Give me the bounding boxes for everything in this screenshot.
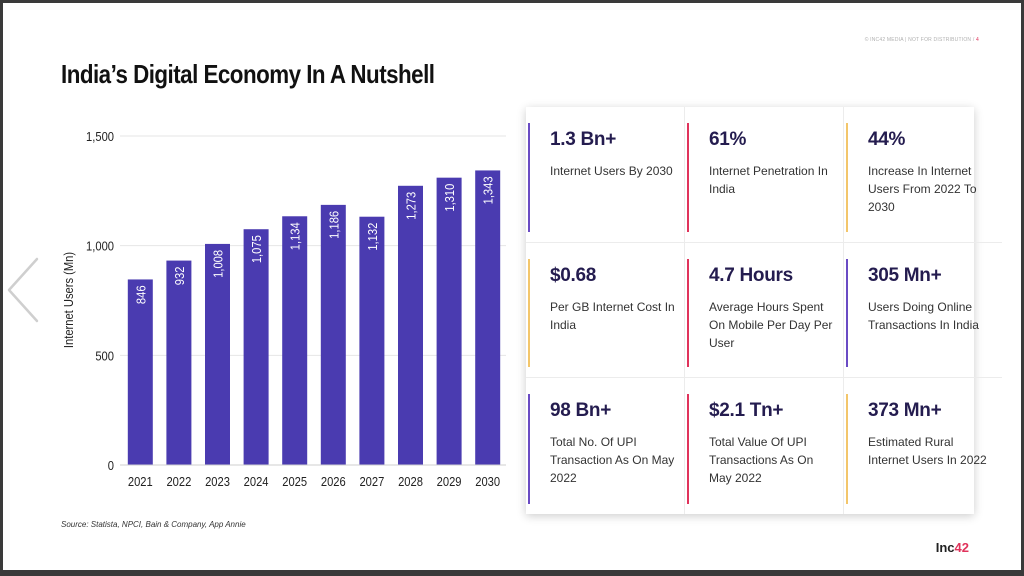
stat-accent-bar — [846, 123, 848, 232]
stat-value: $0.68 — [550, 264, 597, 286]
stat-label: Total Value Of UPI Transactions As On Ma… — [709, 435, 814, 486]
bar — [205, 243, 230, 465]
stats-panel: 1.3 Bn+ Internet Users By 2030 61% Internet… — [526, 107, 1002, 514]
stat-card: 4.7 Hours Average Hours Spent On Mobile P… — [685, 242, 844, 379]
bar-data-label: 1,343 — [481, 176, 496, 204]
stat-value: 1.3 Bn+ — [550, 129, 617, 150]
bar — [475, 170, 501, 465]
bar — [436, 177, 462, 465]
stat-accent-bar — [687, 258, 689, 368]
stat-accent-bar — [846, 258, 848, 368]
stat-label: Increase In Internet Users From 2022 To … — [868, 164, 977, 214]
stat-label: Per GB Internet Cost In India — [550, 299, 675, 332]
stat-value: 61% — [709, 129, 747, 150]
bar — [398, 185, 423, 465]
stat-accent-bar — [528, 123, 530, 232]
x-tick-label: 2030 — [475, 474, 500, 489]
stat-accent-bar — [846, 394, 848, 504]
chevron-left-icon — [5, 255, 41, 325]
previous-slide-button[interactable] — [3, 255, 43, 325]
stat-label: Estimated Rural Internet Users In 2022 — [868, 435, 987, 468]
logo-text: Inc — [935, 540, 955, 555]
x-tick-label: 2024 — [244, 474, 269, 489]
x-tick-label: 2028 — [398, 474, 423, 489]
bar-data-label: 1,075 — [249, 235, 264, 263]
stat-value: 98 Bn+ — [550, 400, 612, 422]
stat-card: $2.1 Tn+ Total Value Of UPI Transactions … — [685, 378, 844, 514]
stat-card: 373 Mn+ Estimated Rural Internet Users In… — [844, 378, 1002, 514]
x-tick-label: 2027 — [359, 474, 384, 489]
distribution-note-text: © INC42 MEDIA | NOT FOR DISTRIBUTION / — [864, 37, 975, 43]
bar-data-label: 1,132 — [365, 222, 380, 250]
distribution-note: © INC42 MEDIA | NOT FOR DISTRIBUTION / 4 — [865, 37, 979, 43]
bar — [127, 279, 153, 465]
stat-value: 305 Mn+ — [868, 264, 942, 286]
slide-title: India’s Digital Economy In A Nutshell — [61, 59, 435, 89]
stat-card: $0.68 Per GB Internet Cost In India — [526, 242, 685, 379]
slide: © INC42 MEDIA | NOT FOR DISTRIBUTION / 4… — [3, 3, 1021, 570]
stat-accent-bar — [528, 394, 530, 504]
bar — [282, 216, 308, 465]
bar — [320, 204, 346, 465]
stat-card: 61% Internet Penetration In India — [685, 107, 844, 243]
source-note: Source: Statista, NPCI, Bain & Company, … — [61, 520, 246, 529]
stat-accent-bar — [528, 258, 530, 368]
y-tick-label: 1,000 — [86, 239, 114, 254]
y-tick-label: 500 — [95, 349, 114, 364]
stat-value: 4.7 Hours — [709, 264, 793, 286]
x-tick-label: 2025 — [282, 474, 307, 489]
bar-data-label: 932 — [172, 266, 187, 285]
x-tick-label: 2021 — [128, 474, 153, 489]
x-tick-label: 2029 — [437, 474, 462, 489]
bar-data-label: 1,310 — [442, 183, 457, 211]
bar-data-label: 1,008 — [211, 250, 226, 278]
y-tick-label: 0 — [108, 458, 114, 473]
stat-value: 373 Mn+ — [868, 400, 942, 422]
stat-label: Users Doing Online Transactions In India — [868, 299, 979, 332]
stat-label: Average Hours Spent On Mobile Per Day Pe… — [709, 299, 833, 350]
bar-data-label: 1,273 — [404, 192, 419, 220]
bar — [359, 216, 385, 465]
page-number: 4 — [976, 37, 979, 43]
stat-label: Internet Users By 2030 — [550, 164, 673, 178]
bar-data-label: 1,134 — [288, 222, 303, 250]
internet-users-bar-chart: 0 500 1,000 1,500 Internet Users (Mn) 846 2021… — [61, 129, 506, 489]
x-tick-label: 2026 — [321, 474, 346, 489]
stat-accent-bar — [687, 123, 689, 232]
stat-label: Total No. Of UPI Transaction As On May 2… — [550, 435, 675, 486]
bar-data-label: 1,186 — [327, 211, 342, 239]
stat-card: 44% Increase In Internet Users From 2022 … — [844, 107, 1002, 243]
x-tick-label: 2022 — [166, 474, 191, 489]
inc42-logo: Inc42 — [936, 540, 969, 555]
bar — [243, 229, 269, 465]
stat-card: 98 Bn+ Total No. Of UPI Transaction As On… — [526, 378, 685, 514]
stat-value: $2.1 Tn+ — [709, 400, 784, 422]
logo-number: 42 — [954, 540, 969, 555]
bar — [166, 260, 192, 465]
stat-value: 44% — [868, 129, 906, 150]
y-tick-label: 1,500 — [86, 129, 114, 144]
stat-accent-bar — [687, 394, 689, 504]
y-axis-label: Internet Users (Mn) — [61, 252, 76, 348]
stat-card: 305 Mn+ Users Doing Online Transactions I… — [844, 243, 1002, 379]
stat-label: Internet Penetration In India — [709, 164, 828, 196]
stat-card: 1.3 Bn+ Internet Users By 2030 — [526, 107, 685, 243]
x-tick-label: 2023 — [205, 474, 230, 489]
bar-data-label: 846 — [134, 285, 149, 304]
